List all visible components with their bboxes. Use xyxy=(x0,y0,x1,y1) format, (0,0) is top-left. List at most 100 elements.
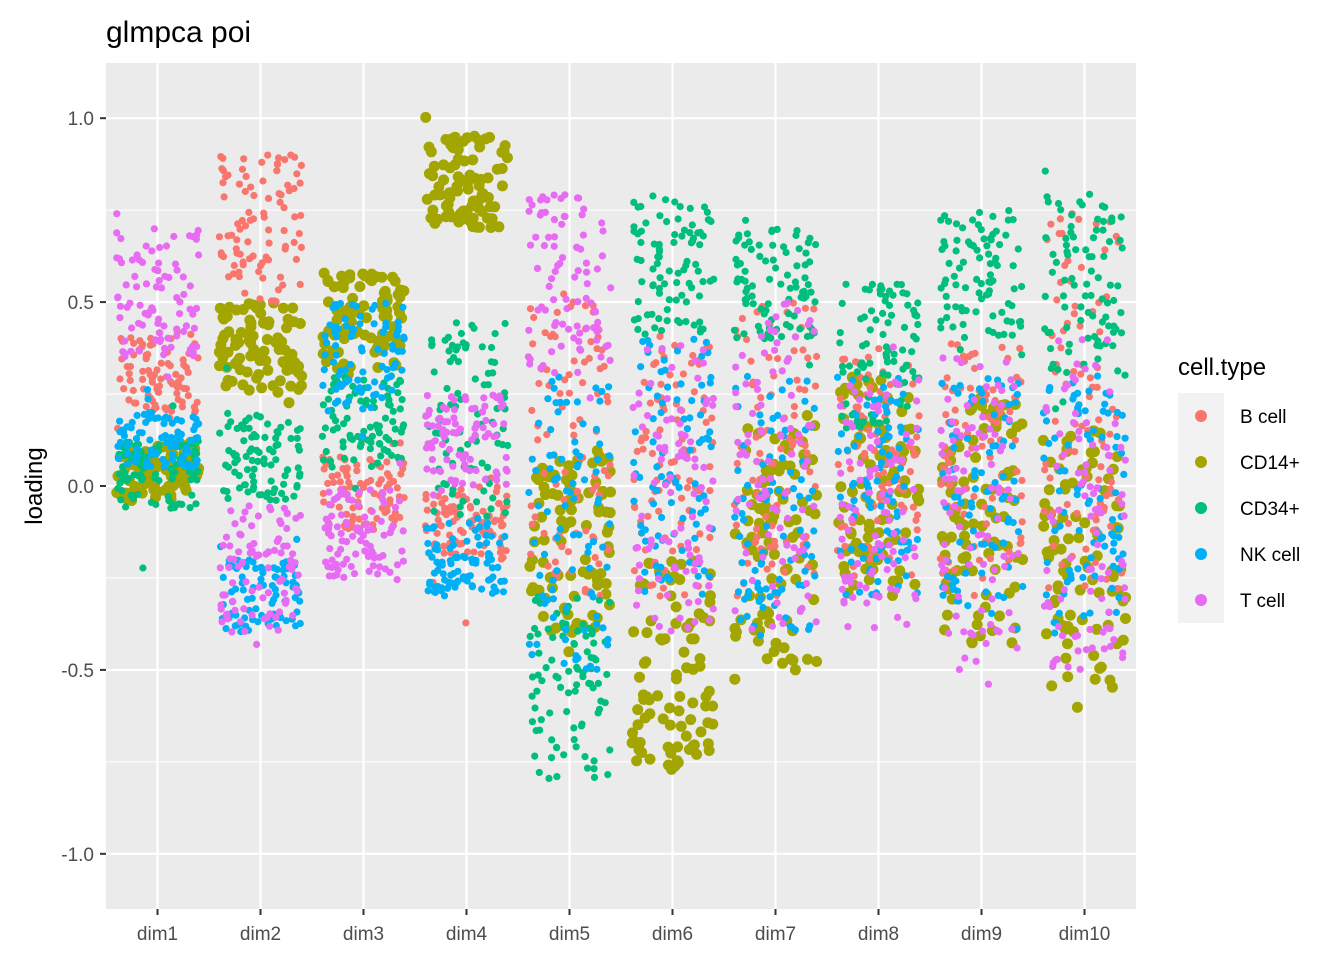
data-point xyxy=(1043,193,1051,201)
data-point xyxy=(445,445,454,454)
data-point xyxy=(803,377,811,385)
data-point xyxy=(851,506,860,514)
data-point xyxy=(393,331,401,339)
data-point xyxy=(854,560,862,568)
data-point xyxy=(375,423,383,431)
data-point xyxy=(893,280,901,288)
data-point xyxy=(699,278,707,286)
data-point xyxy=(466,455,474,463)
data-point xyxy=(481,402,489,410)
point-group xyxy=(318,372,408,492)
data-point xyxy=(635,389,643,397)
data-point xyxy=(163,406,171,414)
data-point xyxy=(571,687,579,695)
data-point xyxy=(241,481,249,489)
data-point xyxy=(498,522,506,530)
data-point xyxy=(289,550,297,558)
data-point xyxy=(378,383,386,391)
data-point xyxy=(785,377,794,385)
data-point xyxy=(903,620,911,629)
data-point xyxy=(632,719,644,731)
data-point xyxy=(552,743,561,752)
data-point xyxy=(987,621,995,629)
data-point xyxy=(239,586,247,594)
data-point xyxy=(293,535,301,544)
data-point xyxy=(479,424,487,432)
data-point xyxy=(256,295,264,303)
data-point xyxy=(548,656,556,664)
data-point xyxy=(847,573,855,581)
data-point xyxy=(1106,430,1114,438)
data-point xyxy=(686,414,694,422)
data-point xyxy=(255,268,263,276)
data-point xyxy=(544,625,552,633)
data-point xyxy=(869,403,877,411)
data-point xyxy=(801,397,809,405)
data-point xyxy=(565,516,577,528)
data-point xyxy=(698,381,706,389)
data-point xyxy=(553,567,561,575)
data-point xyxy=(221,310,233,322)
data-point xyxy=(1060,586,1068,594)
data-point xyxy=(454,358,462,366)
data-point xyxy=(768,548,780,560)
data-point xyxy=(768,560,776,568)
data-point xyxy=(740,330,748,338)
data-point xyxy=(1106,485,1115,493)
data-point xyxy=(526,632,534,641)
data-point xyxy=(433,181,445,193)
data-point xyxy=(228,628,236,636)
data-point xyxy=(1044,599,1052,607)
data-point xyxy=(580,476,589,484)
data-point xyxy=(366,486,374,494)
data-point xyxy=(117,496,125,504)
data-point xyxy=(378,362,386,370)
data-point xyxy=(1052,656,1060,664)
data-point xyxy=(753,378,761,386)
data-point xyxy=(388,514,396,522)
data-point xyxy=(1087,291,1095,300)
data-point xyxy=(652,690,664,702)
data-point xyxy=(759,475,767,483)
data-point xyxy=(663,306,671,314)
data-point xyxy=(847,465,855,473)
data-point xyxy=(1065,430,1077,442)
data-point xyxy=(362,539,370,548)
data-points xyxy=(111,111,1132,783)
data-point xyxy=(783,541,791,549)
data-point xyxy=(994,514,1002,523)
data-point xyxy=(705,524,714,532)
data-point xyxy=(1082,545,1090,553)
data-point xyxy=(996,447,1005,455)
data-point xyxy=(782,248,790,257)
data-point xyxy=(844,526,853,535)
data-point xyxy=(151,265,159,274)
data-point xyxy=(639,712,651,724)
data-point xyxy=(863,401,871,409)
data-point xyxy=(766,593,774,601)
data-point xyxy=(650,479,659,487)
data-point xyxy=(579,379,587,387)
data-point xyxy=(682,567,690,575)
data-point xyxy=(694,267,702,275)
data-point xyxy=(687,740,699,752)
data-point xyxy=(680,226,689,234)
data-point xyxy=(602,343,610,351)
data-point xyxy=(1063,578,1071,586)
data-point xyxy=(482,416,490,425)
data-point xyxy=(242,172,250,180)
data-point xyxy=(471,424,479,432)
data-point xyxy=(265,239,273,247)
data-point xyxy=(741,595,749,603)
data-point xyxy=(356,312,364,320)
data-point xyxy=(777,280,785,288)
data-point xyxy=(287,434,295,443)
data-point xyxy=(640,378,648,386)
data-point xyxy=(848,515,856,524)
data-point xyxy=(689,351,697,360)
data-point xyxy=(744,431,752,439)
data-point xyxy=(570,640,579,648)
data-point xyxy=(241,627,249,636)
data-point xyxy=(884,371,892,379)
data-point xyxy=(531,624,539,633)
